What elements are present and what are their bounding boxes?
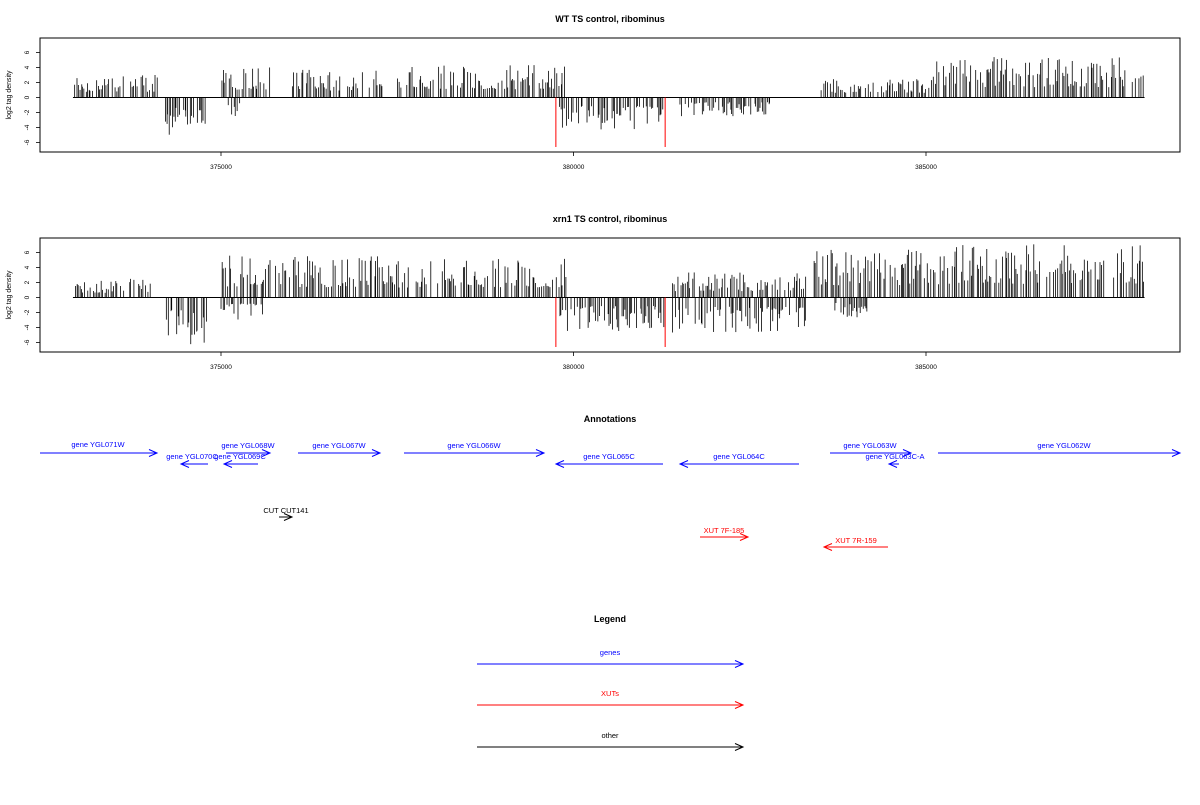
xut-arrow (700, 533, 750, 541)
xut-arrow (822, 543, 888, 551)
legend-arrow (477, 701, 745, 709)
plot-frame (39, 37, 1181, 153)
legend-items: genes XUTs other (477, 648, 745, 751)
y-tick-label: 0 (24, 95, 31, 99)
legend-label: genes (600, 648, 621, 657)
gene-label: gene YGL071W (71, 440, 125, 449)
y-tick-label: 6 (24, 50, 31, 54)
arrow-head (148, 449, 159, 457)
gene-label: gene YGL069C (214, 452, 266, 461)
x-tick-label: 385000 (915, 164, 937, 171)
gene-label: gene YGL062W (1037, 441, 1091, 450)
gene-arrow (404, 449, 546, 457)
bars-group (72, 244, 1145, 347)
bars-group (72, 57, 1145, 147)
gene-label: gene YGL064C (713, 452, 765, 461)
arrow-head (887, 460, 898, 468)
x-tick-label: 375000 (210, 364, 232, 371)
x-tick-label: 385000 (915, 364, 937, 371)
chart-title: xrn1 TS control, ribominus (553, 214, 668, 224)
y-tick-label: 4 (24, 265, 31, 269)
gene-arrow (887, 460, 899, 468)
arrow-head (222, 460, 233, 468)
arrow-head (734, 743, 745, 751)
arrow-head (734, 660, 745, 668)
gene-arrow (179, 460, 208, 468)
y-axis-label: log2 tag density (6, 270, 13, 320)
gene-label: gene YGL063W (843, 441, 897, 450)
x-axis: 375000 380000 385000 (210, 352, 937, 371)
plot-frame (39, 237, 1181, 353)
y-tick-label: -6 (24, 339, 31, 345)
y-tick-label: 2 (24, 280, 31, 284)
arrow-head (371, 449, 382, 457)
y-tick-label: 4 (24, 65, 31, 69)
xut-label: XUT 7R-159 (835, 536, 877, 545)
gene-arrow (226, 449, 272, 457)
x-tick-label: 380000 (563, 164, 585, 171)
arrow-head (535, 449, 546, 457)
chart-title: WT TS control, ribominus (555, 14, 665, 24)
gene-label: gene YGL063C-A (865, 452, 924, 461)
arrow-head (739, 533, 750, 541)
y-axis: -6 -4 -2 0 2 4 6 (24, 50, 40, 145)
panel-xrn1: xrn1 TS control, ribominus log2 tag dens… (6, 214, 1181, 371)
gene-label: gene YGL070C (166, 452, 218, 461)
legend-label: XUTs (601, 689, 619, 698)
legend-label: other (601, 731, 619, 740)
arrow-head (261, 449, 272, 457)
gene-label: gene YGL067W (312, 441, 366, 450)
y-axis-label: log2 tag density (6, 70, 13, 120)
arrow-head (283, 513, 294, 521)
legend-title: Legend (594, 614, 626, 624)
y-tick-label: -6 (24, 139, 31, 145)
legend-arrow (477, 660, 745, 668)
gene-label: gene YGL068W (221, 441, 275, 450)
gene-label: gene YGL066W (447, 441, 501, 450)
gene-arrow (40, 449, 159, 457)
annotations-title: Annotations (584, 414, 637, 424)
y-tick-label: -4 (24, 324, 31, 330)
y-axis: -6 -4 -2 0 2 4 6 (24, 250, 40, 345)
arrow-head (554, 460, 565, 468)
x-tick-label: 375000 (210, 164, 232, 171)
y-tick-label: -2 (24, 109, 31, 115)
y-tick-label: -2 (24, 309, 31, 315)
gene-arrow (830, 449, 913, 457)
arrow-head (179, 460, 190, 468)
arrow-head (734, 701, 745, 709)
other-feature-arrow (279, 513, 294, 521)
gene-arrow (298, 449, 382, 457)
gene-arrow (554, 460, 663, 468)
legend: Legend genes XUTs other (477, 614, 745, 751)
y-tick-label: 2 (24, 80, 31, 84)
y-tick-label: 6 (24, 250, 31, 254)
other-feature-label: CUT CUT141 (263, 506, 308, 515)
arrow-head (822, 543, 833, 551)
gene-label: gene YGL065C (583, 452, 635, 461)
y-tick-label: 0 (24, 295, 31, 299)
panel-wt: WT TS control, ribominus log2 tag densit… (6, 14, 1181, 171)
gene-arrow (678, 460, 799, 468)
arrow-head (1171, 449, 1182, 457)
arrow-head (902, 449, 913, 457)
y-tick-label: -4 (24, 124, 31, 130)
x-tick-label: 380000 (563, 364, 585, 371)
gene-arrow (222, 460, 258, 468)
arrow-head (678, 460, 689, 468)
xut-label: XUT 7F-185 (704, 526, 745, 535)
legend-arrow (477, 743, 745, 751)
gene-arrow (938, 449, 1182, 457)
x-axis: 375000 380000 385000 (210, 152, 937, 171)
